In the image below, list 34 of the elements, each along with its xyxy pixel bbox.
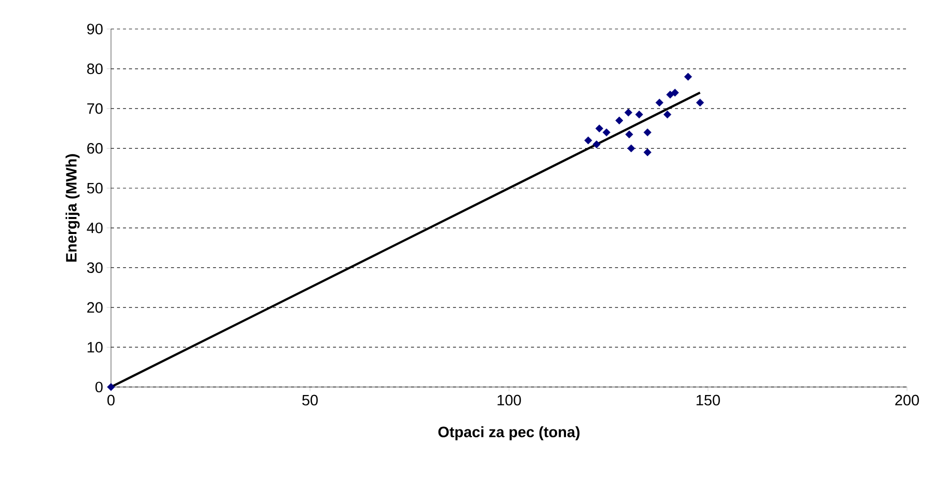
point: [584, 136, 592, 144]
point: [666, 90, 674, 99]
x-tick-label: 50: [302, 394, 318, 406]
y-tick-label: 0: [95, 382, 103, 392]
y-tick-label: 60: [87, 143, 103, 154]
y-axis-title: Energija (MWh): [66, 154, 80, 262]
point: [625, 130, 634, 138]
x-tick-label: 100: [498, 394, 521, 406]
point: [644, 148, 652, 156]
y-tick-label: 80: [87, 63, 103, 74]
x-axis-title: Otpaci za pec (tona): [438, 426, 580, 440]
point: [655, 98, 664, 107]
y-tick-label: 50: [87, 182, 103, 194]
point: [635, 110, 644, 118]
y-tick-label: 70: [87, 103, 103, 114]
point: [644, 128, 652, 136]
y-tick-label: 90: [87, 24, 103, 34]
x-tick-label: 0: [107, 394, 115, 406]
point: [684, 72, 692, 81]
point: [627, 144, 636, 152]
point: [592, 140, 601, 148]
y-tick-label: 40: [86, 222, 103, 234]
y-tick-label: 10: [88, 342, 103, 353]
y-tick-label: 20: [87, 302, 103, 313]
x-tick-label: 200: [895, 394, 919, 406]
point: [663, 110, 672, 118]
y-tick-label: 30: [87, 262, 103, 273]
point: [602, 128, 610, 136]
point: [624, 108, 632, 116]
point: [696, 98, 704, 107]
x-tick-label: 150: [696, 394, 720, 406]
point: [595, 124, 604, 132]
point: [615, 116, 624, 124]
point: [107, 383, 115, 391]
